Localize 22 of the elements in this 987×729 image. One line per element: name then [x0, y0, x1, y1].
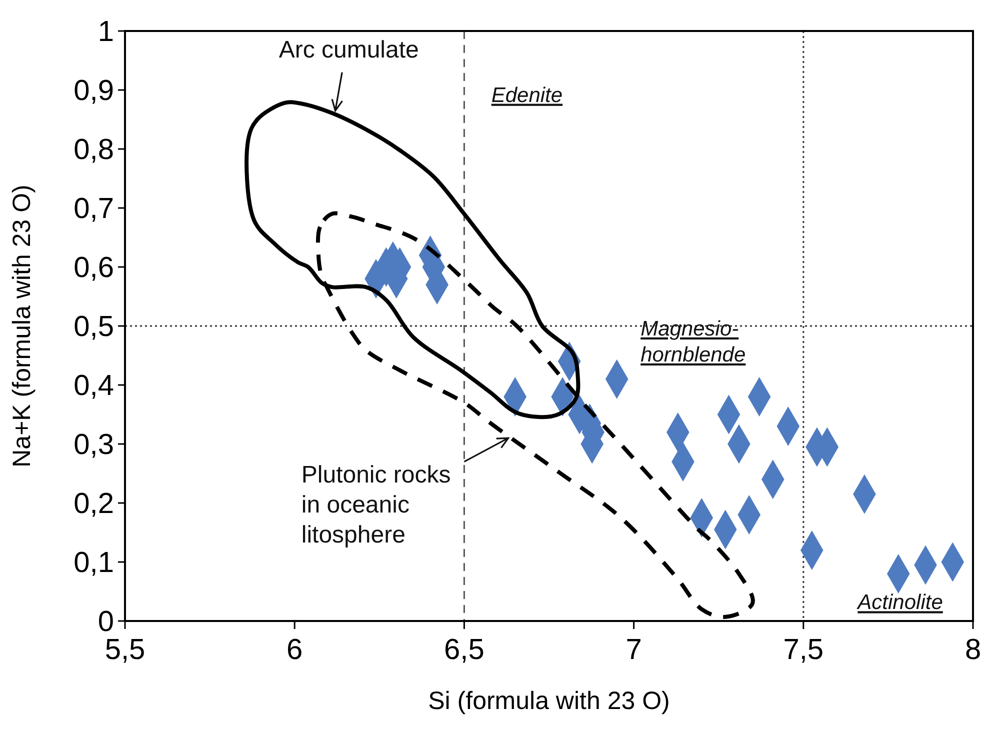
- y-tick-label: 0,7: [74, 193, 114, 226]
- y-tick-label: 0,8: [74, 134, 114, 166]
- y-tick-label: 0,5: [74, 311, 114, 344]
- x-tick-label: 7: [626, 634, 642, 666]
- annotation: Plutonic rocks in oceanic litosphere: [301, 461, 451, 548]
- y-tick-label: 0,9: [74, 75, 114, 108]
- annotation: Actinolite: [856, 591, 943, 614]
- y-tick-label: 0,2: [74, 488, 114, 520]
- y-tick-label: 0,1: [74, 547, 114, 580]
- y-tick-label: 0,4: [74, 370, 114, 402]
- y-tick-label: 0,6: [74, 252, 114, 284]
- y-tick-label: 1: [98, 16, 114, 48]
- annotation: Arc cumulate: [278, 36, 419, 64]
- x-tick-label: 6,5: [444, 634, 484, 666]
- annotation: Magnesio-hornblende: [640, 317, 746, 366]
- y-tick-label: 0,3: [74, 429, 114, 462]
- x-tick-label: 6: [286, 634, 303, 666]
- y-axis-title: Na+K (formula with 23 O): [8, 184, 36, 468]
- x-tick-label: 7,5: [783, 634, 824, 666]
- x-axis-title: Si (formula with 23 O): [428, 687, 670, 715]
- x-tick-label: 8: [964, 634, 982, 666]
- annotation: Edenite: [491, 84, 563, 107]
